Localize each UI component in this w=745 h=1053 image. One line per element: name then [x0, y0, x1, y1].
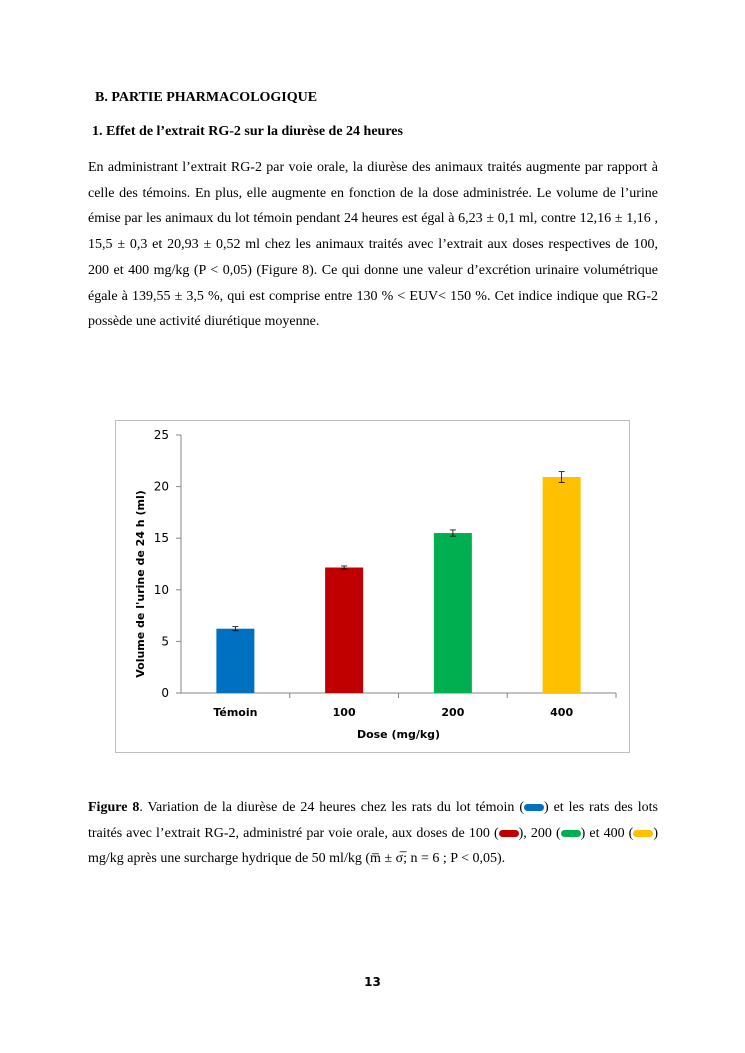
figure-caption: Figure 8. Variation de la diurèse de 24 … [88, 795, 658, 872]
bar-0 [216, 628, 255, 693]
caption-label: Figure 8 [88, 800, 140, 815]
y-tick-label: 15 [154, 531, 169, 545]
x-axis-title: Dose (mg/kg) [357, 728, 440, 741]
y-tick-label: 5 [161, 634, 169, 648]
caption-text: ) mg/kg après une surcharge hydrique de … [88, 825, 658, 867]
x-tick-label: 200 [441, 706, 464, 719]
y-axis-title: Volume de l'urine de 24 h (ml) [134, 490, 147, 678]
bar-1 [325, 567, 364, 693]
page-number: 13 [364, 975, 381, 989]
swatch-200 [560, 829, 581, 837]
caption-text: ) et 400 ( [580, 825, 634, 841]
swatch-100 [498, 829, 519, 837]
swatch-400 [633, 829, 654, 837]
caption-text: ), 200 ( [518, 825, 561, 841]
bar-chart: 0 5 10 15 20 25 Témoin 100 200 400 Dose (mg/kg) Vol… [115, 420, 630, 753]
x-tick-label: Témoin [213, 706, 257, 719]
bar-3 [542, 477, 581, 693]
body-paragraph: En administrant l’extrait RG-2 par voie … [88, 160, 658, 330]
y-tick-label: 25 [154, 428, 169, 442]
y-tick-label: 0 [161, 686, 169, 700]
y-tick-label: 20 [154, 480, 169, 494]
y-tick-label: 10 [154, 583, 169, 597]
caption-text: . Variation de la diurèse de 24 heures c… [139, 800, 524, 815]
section-heading: B. PARTIE PHARMACOLOGIQUE [95, 90, 318, 105]
x-tick-label: 100 [333, 706, 356, 719]
swatch-temoin [523, 804, 544, 812]
subsection-heading: 1. Effet de l’extrait RG-2 sur la diurès… [92, 124, 403, 139]
x-tick-label: 400 [550, 706, 573, 719]
chart-svg: 0 5 10 15 20 25 Témoin 100 200 400 Dose (mg/kg) Vol… [134, 428, 617, 741]
caption-text: ) et les rats des lots traités avec l’ex… [88, 800, 658, 841]
bar-2 [433, 533, 472, 693]
